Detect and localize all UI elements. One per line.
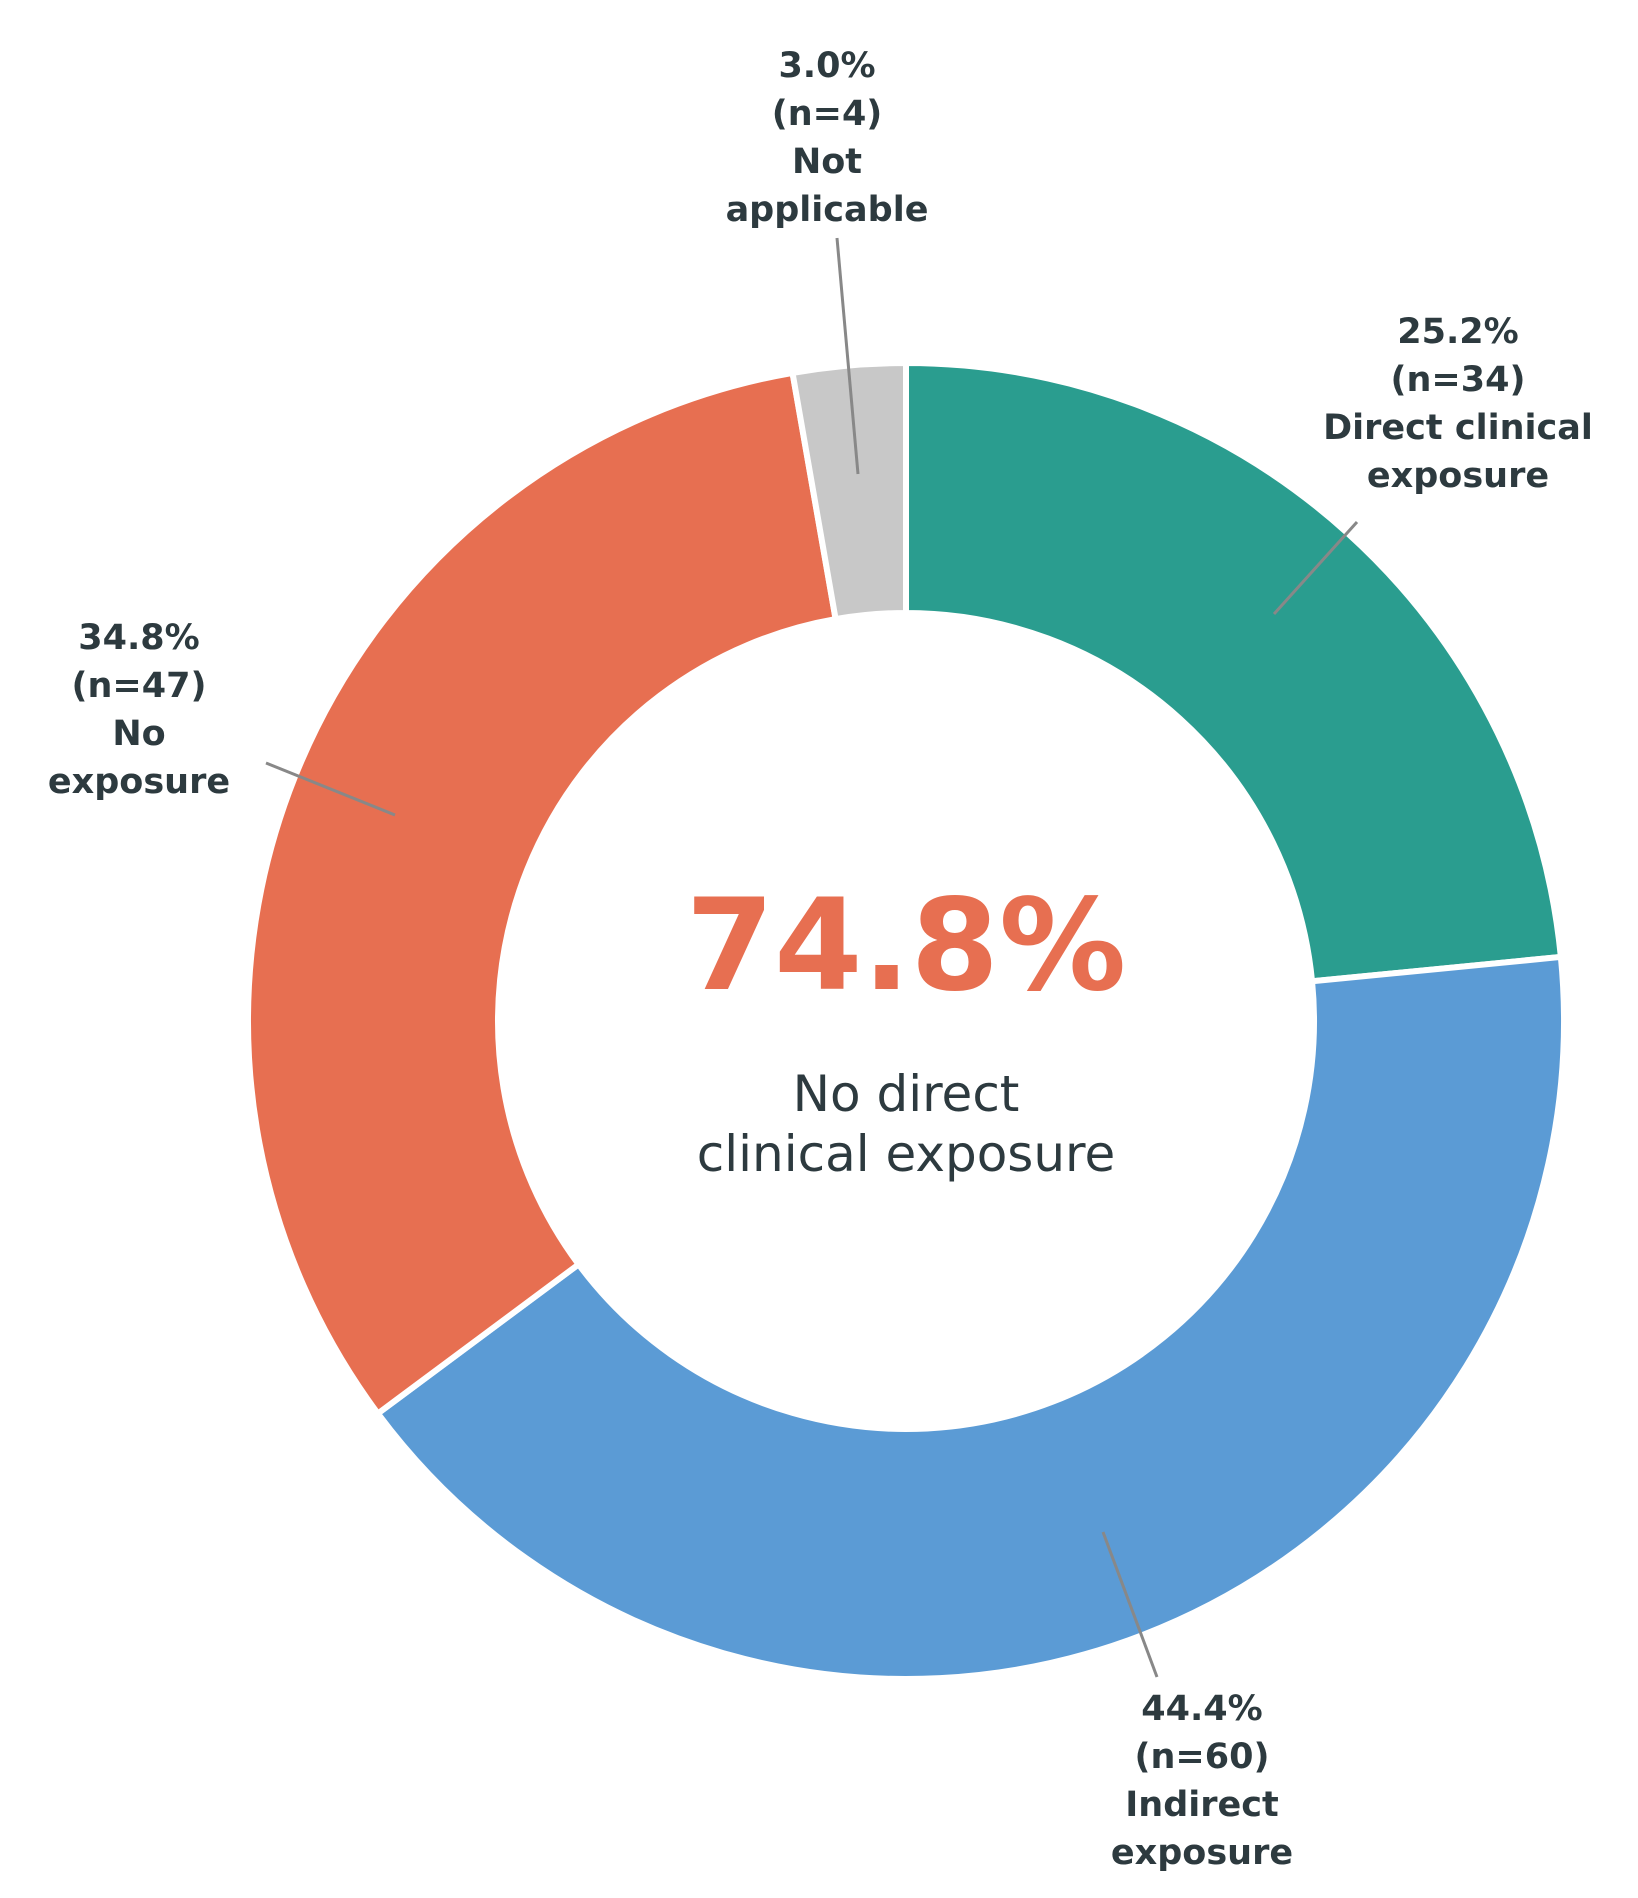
leader-line <box>1101 1531 1159 1678</box>
count-label: (n=47) <box>71 666 207 706</box>
category-label: Indirect exposure <box>1110 1785 1294 1873</box>
data-label: 34.8% (n=47) No exposure <box>19 614 259 806</box>
center-value: 74.8% <box>685 871 1127 1019</box>
center-label: No direct clinical exposure <box>606 1064 1206 1184</box>
category-label: Direct clinical exposure <box>1323 408 1593 496</box>
leader-line <box>1272 520 1359 616</box>
data-label: 25.2% (n=34) Direct clinical exposure <box>1288 308 1628 500</box>
data-label: 3.0% (n=4) Not applicable <box>702 42 952 234</box>
data-label: 44.4% (n=60) Indirect exposure <box>1082 1685 1322 1877</box>
wedge <box>245 369 840 1418</box>
wedge <box>789 359 909 623</box>
category-label: Not applicable <box>725 142 929 230</box>
leader-line <box>835 237 860 475</box>
leader-line <box>265 761 396 817</box>
percent-label: 3.0% <box>778 46 876 86</box>
count-label: (n=60) <box>1134 1737 1270 1777</box>
leader-lines <box>265 237 1359 1678</box>
category-label: No exposure <box>47 714 231 802</box>
center-label-line: clinical exposure <box>696 1125 1116 1183</box>
percent-label: 44.4% <box>1141 1689 1263 1729</box>
percent-label: 34.8% <box>78 618 200 658</box>
percent-label: 25.2% <box>1397 312 1519 352</box>
center-label-line: No direct <box>792 1065 1020 1123</box>
wedge <box>903 359 1565 985</box>
count-label: (n=4) <box>771 94 883 134</box>
wedges <box>245 359 1568 1683</box>
wedge <box>373 953 1568 1683</box>
count-label: (n=34) <box>1390 360 1526 400</box>
